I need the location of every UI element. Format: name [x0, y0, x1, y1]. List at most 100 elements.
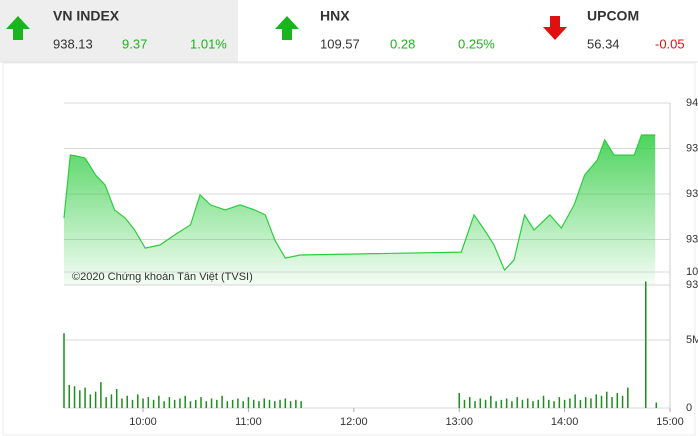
volume-bar — [611, 397, 613, 408]
index-name: UPCOM — [587, 8, 639, 24]
watermark: ©2020 Chứng khoán Tân Việt (TVSI) — [72, 271, 253, 283]
volume-bar — [84, 387, 86, 408]
volume-bar — [584, 397, 587, 408]
area-fill — [64, 135, 656, 285]
index-change: 0.28 — [390, 36, 415, 51]
volume-bar — [152, 399, 155, 408]
volume-bar — [158, 395, 160, 408]
index-name: HNX — [320, 8, 350, 24]
y-tick-label: 10M — [686, 266, 698, 278]
volume-bar — [537, 399, 540, 408]
volume-bar — [621, 395, 624, 408]
y-tick-label: 935 — [686, 188, 698, 200]
volume-bar — [574, 394, 576, 408]
volume-bar — [110, 394, 113, 408]
volume-bar — [184, 395, 186, 408]
volume-bar — [226, 401, 229, 408]
volume-bar — [484, 399, 487, 408]
volume-bar — [221, 395, 223, 408]
index-name: VN INDEX — [53, 8, 120, 24]
volume-bar — [606, 391, 608, 408]
volume-bar — [68, 384, 71, 408]
volume-bar — [532, 401, 534, 408]
volume-bar — [627, 387, 629, 408]
volume-bar — [579, 399, 582, 408]
volume-bar — [505, 398, 508, 408]
volume-bar — [231, 399, 234, 408]
volume-bar — [600, 395, 603, 408]
volume-bar — [73, 386, 76, 408]
volume-bar — [210, 398, 213, 408]
volume-bar — [295, 399, 297, 408]
volume-bar — [479, 398, 482, 408]
x-tick-label: 14:00 — [551, 416, 579, 428]
volume-bar — [200, 397, 202, 408]
volume-bar — [279, 399, 281, 408]
volume-bar — [595, 394, 597, 408]
price-line — [63, 134, 656, 272]
volume-bar — [289, 401, 292, 408]
volume-bar — [645, 281, 647, 408]
x-tick-label: 13:00 — [445, 416, 473, 428]
volume-bar — [216, 399, 218, 408]
volume-bar — [500, 399, 503, 408]
volume-bar — [463, 399, 466, 408]
volume-bar — [563, 399, 566, 408]
y-tick-label: 930 — [686, 279, 698, 291]
x-tick-label: 15:00 — [656, 416, 684, 428]
y-tick-label: 5M — [686, 334, 698, 346]
volume-bar — [237, 398, 239, 408]
volume-bar — [511, 401, 513, 408]
volume-bar — [147, 397, 150, 408]
volume-bar — [526, 398, 529, 408]
volume-bar — [569, 398, 571, 408]
y-tick-label: 932.5 — [686, 233, 698, 245]
volume-bar — [189, 401, 192, 408]
volume-bar — [173, 399, 176, 408]
volume-bar — [121, 398, 123, 408]
volume-bar — [655, 402, 658, 408]
volume-bar — [194, 399, 197, 408]
volume-bar — [616, 393, 619, 408]
index-change: -0.05 — [655, 36, 685, 51]
volume-bar — [252, 399, 255, 408]
volume-bar — [100, 382, 102, 408]
volume-bar — [247, 397, 250, 408]
volume-bar — [163, 401, 165, 408]
volume-bar — [79, 390, 81, 408]
volume-bar — [137, 394, 139, 408]
chart-frame — [2, 62, 696, 436]
direction-arrow — [543, 16, 567, 40]
volume-bar — [205, 401, 208, 408]
volume-bar — [521, 399, 524, 408]
volume-bar — [548, 399, 550, 408]
volume-bar — [268, 399, 271, 408]
volume-bar — [458, 393, 460, 408]
volume-bar — [263, 398, 265, 408]
volume-bar — [115, 388, 118, 408]
volume-bar — [89, 394, 92, 408]
index-percent: 0.25% — [458, 36, 495, 51]
volume-bar — [168, 397, 171, 408]
y-tick-label: 0 — [686, 402, 692, 414]
volume-bar — [516, 397, 518, 408]
volume-bar — [274, 401, 276, 408]
volume-bar — [242, 401, 244, 408]
y-tick-label: 937.5 — [686, 142, 698, 154]
volume-bar — [258, 401, 260, 408]
volume-bar — [590, 398, 592, 408]
volume-bar — [179, 398, 181, 408]
volume-bar — [495, 401, 497, 408]
x-tick-label: 10:00 — [129, 416, 157, 428]
volume-bar — [558, 397, 561, 408]
volume-bar — [63, 333, 65, 408]
volume-bar — [105, 397, 107, 408]
index-percent: 1.01% — [190, 36, 227, 51]
volume-bar — [553, 401, 555, 408]
volume-bar — [94, 391, 97, 408]
index-value: 938.13 — [53, 36, 93, 51]
volume-bar — [284, 398, 287, 408]
volume-bar — [142, 398, 144, 408]
